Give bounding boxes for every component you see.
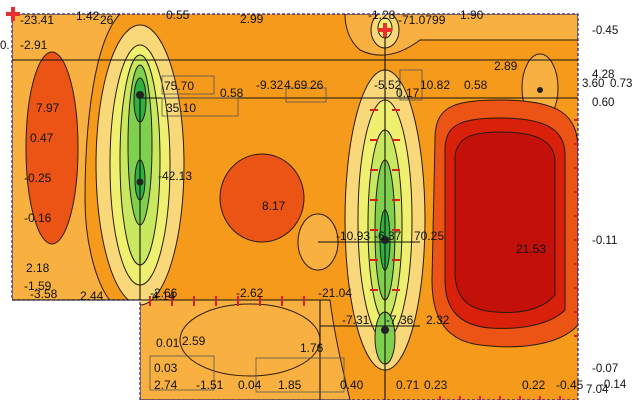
contour-zone (219, 153, 305, 243)
point-label: 2.89 (494, 59, 518, 73)
point-label: -2.91 (20, 38, 48, 52)
side-label: -0.14 (600, 379, 627, 391)
point-label: 2.32 (426, 313, 450, 327)
contour-zone (25, 51, 79, 245)
point-label: 2.74 (154, 378, 178, 392)
point-label: 1.42 (76, 9, 100, 23)
right-side-labels: -0.45 4.28 3.60 0.73 0.60 -0.11 -0.07 -0… (0, 25, 632, 396)
point-label: -0.25 (24, 171, 52, 185)
left-edge-label: 0. (0, 40, 10, 52)
point-label: 26 (310, 78, 324, 92)
contour-zone (344, 14, 578, 56)
side-label: -0.11 (592, 235, 617, 247)
point-label: 1.85 (278, 378, 302, 392)
point-label: 0.03 (154, 361, 178, 375)
point-label: -7.31 (342, 313, 370, 327)
point-label: -2.66 (150, 286, 178, 300)
point-label: 0.58 (220, 86, 244, 100)
point-label: -1.51 (196, 378, 224, 392)
side-label: 3.60 (582, 78, 604, 90)
point-label: -0.45 (556, 378, 584, 392)
point-label: 0.22 (522, 378, 546, 392)
side-label: 7.04 (586, 384, 609, 396)
point-label: 0.40 (340, 378, 364, 392)
point-label: -6.37 (374, 229, 402, 243)
point-label: 0.04 (238, 378, 262, 392)
point-label: 4.69 (284, 78, 308, 92)
side-label: 0.60 (592, 97, 614, 109)
point-label: 2.59 (182, 334, 206, 348)
point-label: 4.14 (152, 289, 176, 303)
point-label: 8.17 (262, 199, 286, 213)
point-label: 0.55 (166, 8, 190, 22)
point-label: -10.93 (336, 229, 370, 243)
point-label: 35.10 (166, 101, 196, 115)
point-label: -23.41 (20, 13, 54, 27)
point-label: 2.44 (80, 289, 104, 303)
point-label: 75.70 (164, 79, 194, 93)
point-label: 21.53 (516, 242, 546, 256)
point-label: 0.71 (396, 378, 420, 392)
point-label: -21.04 (318, 286, 352, 300)
point-label: -9.32 (256, 78, 284, 92)
point-label: 0.17 (396, 86, 420, 100)
point-label: 2.99 (240, 12, 264, 26)
point-label: 7.97 (36, 101, 60, 115)
point-label: 2.18 (26, 261, 50, 275)
point-label: -1.59 (24, 279, 52, 293)
support-markers (6, 7, 543, 334)
point-label: 0.47 (30, 131, 54, 145)
point-label: 0.58 (464, 78, 488, 92)
point-label: 0.01 (156, 336, 180, 350)
side-label: -0.45 (592, 25, 618, 37)
point-label: 26 (100, 13, 114, 27)
point-label: -42.13 (158, 169, 192, 183)
label-frames (149, 69, 423, 393)
support-ticks (149, 109, 578, 400)
contour-zone (454, 131, 556, 313)
point-label: -2.62 (236, 286, 264, 300)
point-label: -5.52 (374, 78, 402, 92)
point-label: 0.23 (424, 378, 448, 392)
point-label: -0.16 (24, 211, 52, 225)
side-label: -0.07 (592, 363, 618, 375)
point-label: -71.0799 (398, 13, 446, 27)
point-label: 1.90 (460, 8, 484, 22)
point-label: -7.36 (386, 313, 414, 327)
point-label: 10.82 (420, 78, 450, 92)
side-label: 0.73 (610, 78, 632, 90)
point-labels: -23.41 1.42 26 0.55 2.99 -1.28 -71.0799 … (20, 8, 584, 392)
point-label: -1.28 (368, 8, 396, 22)
point-label: 1.76 (300, 341, 324, 355)
point-label: -3.58 (30, 287, 58, 301)
side-label: 4.28 (592, 69, 614, 81)
point-label: 70.25 (414, 229, 444, 243)
